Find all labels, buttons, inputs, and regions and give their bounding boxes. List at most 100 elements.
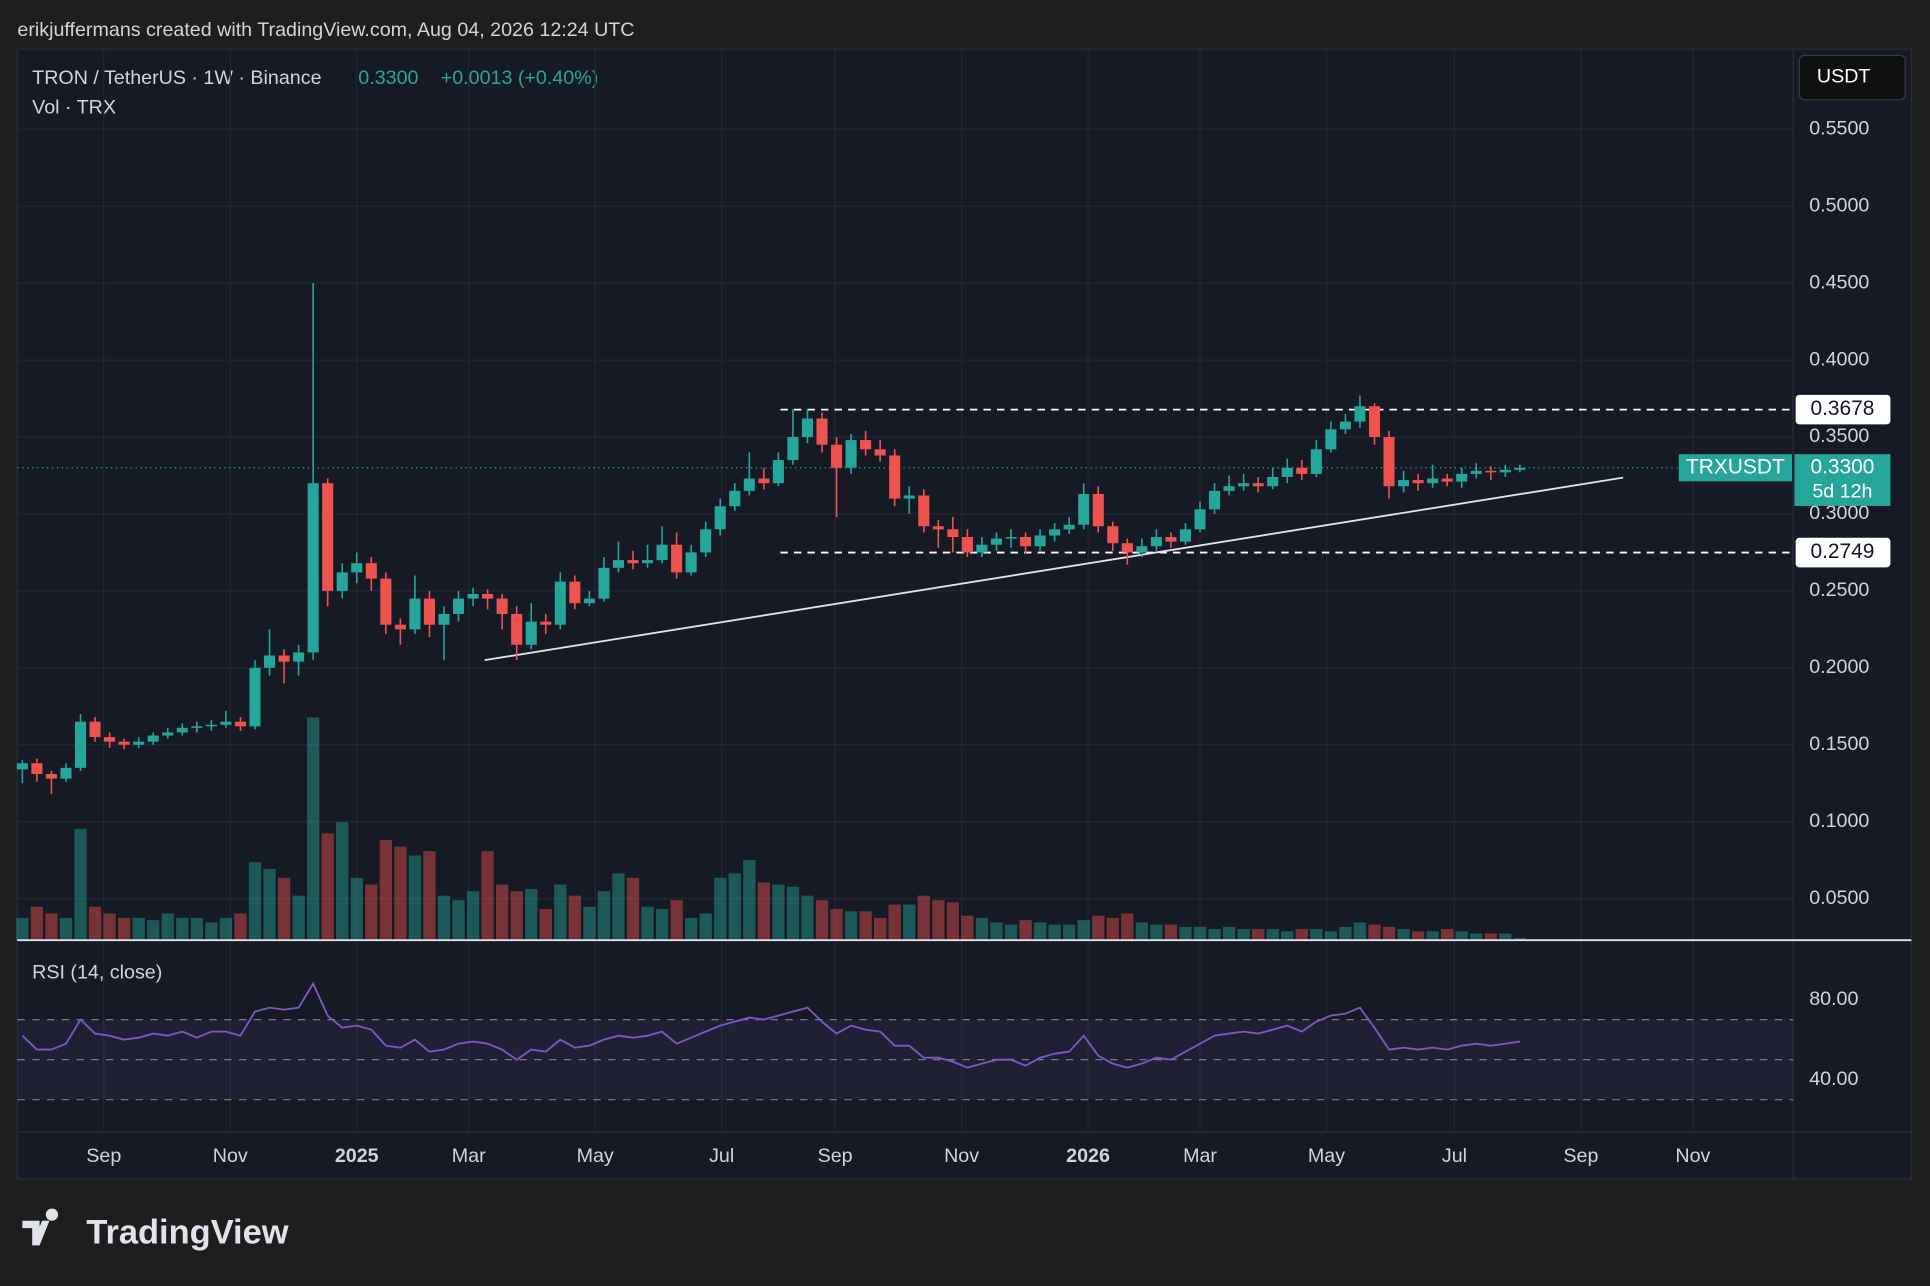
volume-bar: [1382, 926, 1396, 941]
candle-body: [1078, 493, 1090, 525]
candle-body: [263, 655, 276, 668]
volume-bar: [1004, 924, 1018, 941]
volume-bar: [103, 913, 116, 941]
candle-body: [1383, 437, 1395, 487]
x-tick-label: Nov: [944, 1145, 979, 1167]
volume-bar: [1499, 933, 1512, 941]
volume-bar: [190, 917, 203, 941]
candle-body: [394, 624, 406, 630]
volume-bar: [1222, 926, 1236, 941]
volume-bar: [45, 913, 58, 941]
x-tick-label: Sep: [1563, 1145, 1598, 1167]
price-tag: [1794, 454, 1891, 506]
candle-body: [743, 478, 755, 491]
candle-body: [1398, 480, 1410, 487]
candle-body: [89, 721, 101, 738]
x-tick-label: Mar: [1183, 1145, 1217, 1167]
candle-body: [467, 593, 479, 599]
volume-bar: [59, 917, 73, 941]
x-tick-label: Sep: [818, 1145, 853, 1167]
candle-body: [1049, 529, 1061, 536]
candle-body: [1310, 449, 1322, 474]
candle-body: [525, 621, 537, 645]
volume-bar: [961, 915, 974, 941]
volume-bar: [844, 911, 858, 941]
volume-bar: [990, 922, 1003, 941]
volume-bar: [1208, 929, 1221, 941]
volume-bar: [510, 891, 523, 941]
volume-bar: [1281, 931, 1294, 941]
candle-body: [1252, 483, 1264, 487]
rsi-tick-label: 80.00: [1809, 988, 1858, 1010]
candle-body: [438, 613, 450, 625]
volume-bar: [597, 891, 611, 941]
volume-bar: [1193, 926, 1207, 941]
candle-body: [1034, 535, 1046, 547]
volume-bar: [1353, 922, 1367, 941]
volume-bar: [117, 917, 131, 941]
volume-bar: [30, 906, 44, 941]
candle-body: [220, 721, 232, 725]
candle-body: [1107, 526, 1119, 544]
candle-body: [932, 526, 944, 530]
candle-body: [671, 544, 683, 573]
ticker-tag: [1678, 454, 1792, 482]
volume-bar: [263, 868, 276, 941]
candle-body: [1223, 486, 1235, 491]
volume-bar: [568, 895, 581, 941]
volume-bar: [1310, 929, 1323, 941]
candle-body: [627, 560, 639, 564]
volume-bar: [495, 884, 509, 941]
volume-bar: [946, 902, 960, 941]
trendline: [484, 476, 1624, 662]
volume-bar: [772, 884, 785, 941]
candle-body: [409, 598, 421, 630]
candle-body: [874, 449, 886, 456]
candle-body: [685, 552, 697, 573]
candle-body: [1485, 470, 1497, 473]
candle-body: [1179, 529, 1192, 542]
volume-bar: [1339, 926, 1352, 941]
volume-bar: [539, 909, 552, 941]
volume-bar: [1324, 931, 1338, 941]
y-tick-label: 0.2500: [1809, 579, 1869, 601]
volume-bar: [379, 839, 392, 941]
x-tick-label: Jul: [709, 1145, 734, 1167]
candle-body: [903, 495, 915, 499]
candle-body: [1063, 524, 1075, 530]
candle-body: [787, 437, 799, 461]
volume-bar: [292, 895, 305, 941]
volume-bar: [1164, 924, 1178, 941]
volume-bar: [205, 922, 218, 941]
candle-body: [569, 581, 581, 604]
volume-bar: [1411, 931, 1425, 941]
symbol: TRON / TetherUS · 1W · Binance: [32, 67, 321, 89]
rsi-title: RSI (14, close): [32, 962, 162, 984]
rsi-line: [21, 981, 1521, 1069]
volume-bar: [1441, 929, 1454, 941]
candle-body: [1092, 493, 1104, 527]
volume-bar: [670, 900, 683, 941]
candle-body: [423, 598, 435, 625]
candle-body: [1412, 480, 1424, 484]
y-tick-label: 0.1000: [1809, 810, 1869, 832]
volume-bar: [466, 891, 480, 941]
x-tick-label: May: [577, 1145, 614, 1167]
logo: TradingView: [22, 1208, 289, 1251]
volume-bar: [1092, 915, 1105, 941]
candle-body: [162, 732, 174, 736]
currency[interactable]: USDT: [1817, 66, 1871, 88]
volume-bar: [219, 917, 233, 941]
last-price: 0.3300: [358, 67, 418, 89]
y-tick-label: 0.3500: [1809, 425, 1869, 447]
y-tick-label: 0.1500: [1809, 733, 1869, 755]
candle-body: [1194, 509, 1206, 530]
currency-box[interactable]: [1798, 54, 1906, 101]
candle-body: [380, 578, 392, 625]
candle-body: [104, 737, 116, 742]
ticker: TRXUSDT: [1686, 455, 1785, 478]
candle-body: [1005, 537, 1017, 539]
volume-bar: [161, 913, 174, 941]
volume-bar: [1397, 929, 1410, 941]
